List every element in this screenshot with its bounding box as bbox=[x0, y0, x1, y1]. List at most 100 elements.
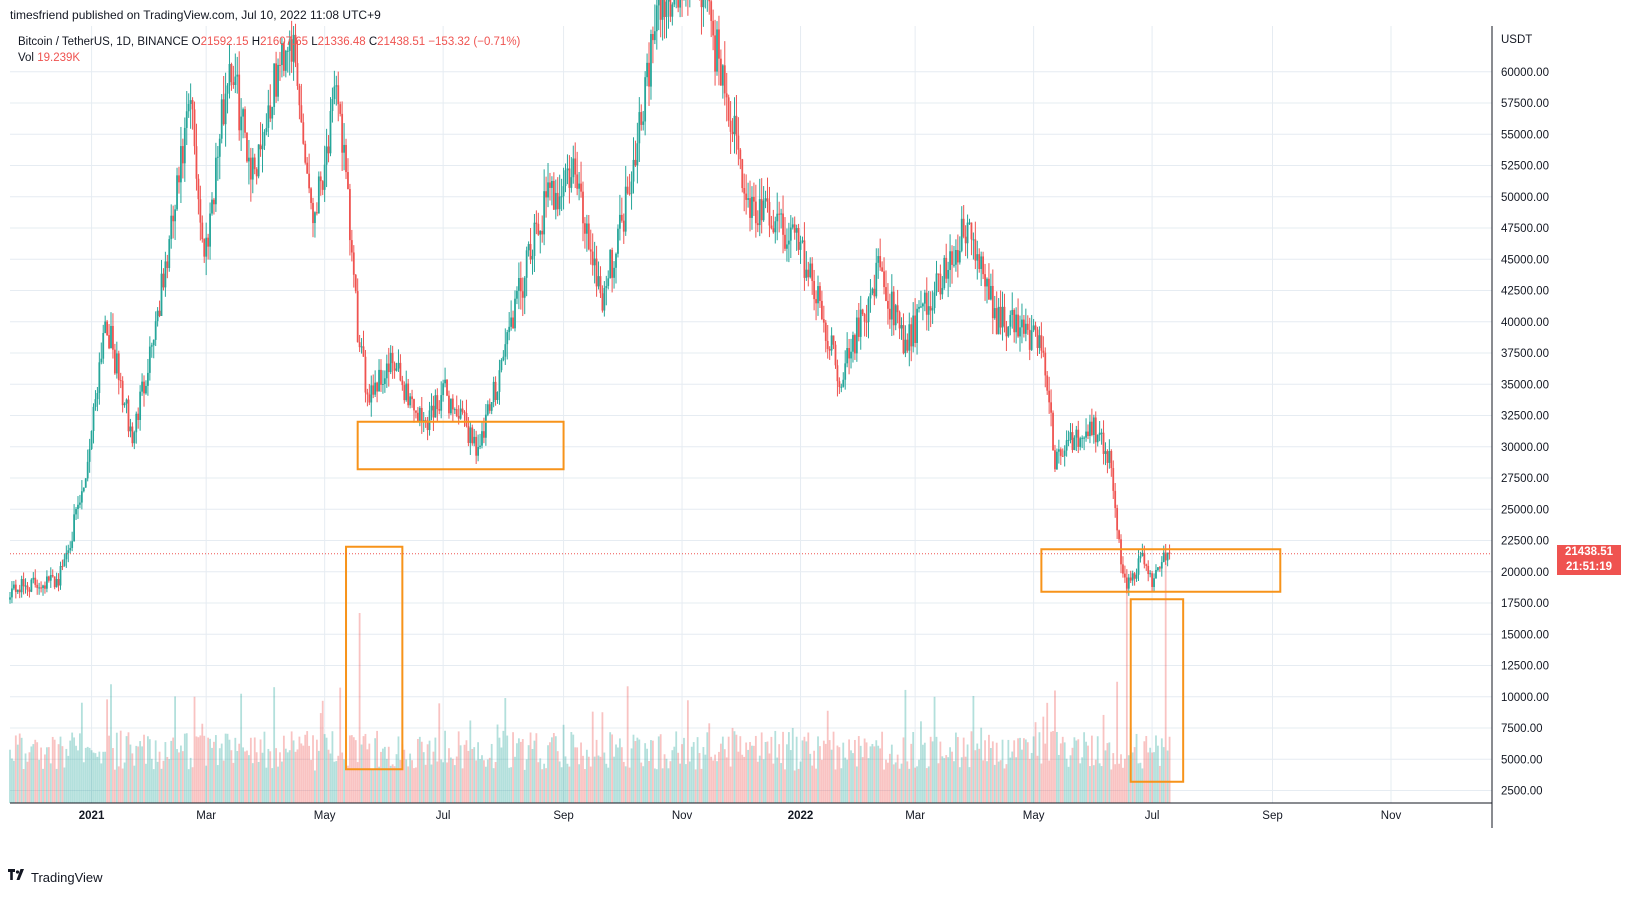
candle-body bbox=[455, 409, 458, 416]
volume-bar bbox=[345, 755, 347, 803]
volume-bar bbox=[61, 746, 64, 803]
candle-body bbox=[576, 174, 579, 189]
candle-body bbox=[178, 175, 180, 183]
candles bbox=[9, 0, 1171, 604]
volume-bar bbox=[113, 769, 116, 803]
candle-body bbox=[852, 335, 854, 352]
candle-body bbox=[69, 547, 72, 551]
volume-bar bbox=[234, 737, 237, 803]
volume-bar bbox=[1145, 735, 1148, 803]
y-tick-label: 32500.00 bbox=[1501, 411, 1549, 423]
tradingview-logo-icon[interactable] bbox=[8, 869, 26, 885]
volume-bar bbox=[749, 742, 751, 803]
volume-bar bbox=[1087, 745, 1089, 803]
volume-bar bbox=[1133, 747, 1136, 803]
y-tick-label: 35000.00 bbox=[1501, 379, 1549, 391]
volume-bar bbox=[547, 745, 549, 803]
candle-body bbox=[1075, 429, 1078, 438]
volume-bar bbox=[69, 740, 72, 803]
volume-bar bbox=[1166, 750, 1169, 803]
candle-body bbox=[354, 274, 357, 292]
volume-bar bbox=[570, 732, 573, 803]
candle-body bbox=[475, 436, 478, 456]
candle-body bbox=[90, 430, 93, 449]
volume-bar bbox=[867, 758, 870, 803]
candle-body bbox=[867, 298, 870, 323]
volume-bar bbox=[714, 754, 716, 803]
candle-body bbox=[424, 420, 427, 422]
y-tick-label: 2500.00 bbox=[1501, 786, 1543, 798]
candle-body bbox=[189, 100, 192, 104]
volume-bar bbox=[40, 747, 42, 803]
candle-body bbox=[855, 317, 858, 354]
candle-body bbox=[1164, 552, 1167, 561]
candle-body bbox=[632, 159, 635, 182]
volume-bar bbox=[238, 743, 241, 803]
volume-bar bbox=[98, 751, 101, 803]
candle-body bbox=[333, 86, 336, 100]
volume-bar bbox=[1019, 737, 1021, 803]
volume-bars bbox=[9, 562, 1171, 803]
candle-body bbox=[980, 256, 983, 269]
candle-body bbox=[395, 368, 398, 371]
volume-bar bbox=[277, 766, 279, 803]
candle-body bbox=[257, 144, 260, 177]
candle-body bbox=[203, 239, 206, 257]
candle-body bbox=[492, 381, 495, 403]
candle-body bbox=[786, 244, 788, 249]
candle-body bbox=[776, 213, 779, 222]
annotation-volume-spike-may-2021 bbox=[345, 545, 404, 771]
candle-body bbox=[331, 99, 334, 112]
candle-body bbox=[32, 577, 35, 580]
annotation-current-range-2022 bbox=[1040, 548, 1282, 593]
volume-bar bbox=[500, 747, 503, 803]
candle-body bbox=[261, 145, 264, 150]
volume-bar bbox=[125, 736, 128, 803]
candle-body bbox=[147, 372, 149, 386]
volume-bar bbox=[259, 739, 262, 803]
volume-bar bbox=[787, 732, 790, 803]
volume-bar bbox=[725, 757, 728, 803]
volume-bar bbox=[199, 735, 202, 803]
volume-bar bbox=[49, 763, 52, 803]
candle-body bbox=[282, 43, 285, 71]
candle-body bbox=[512, 317, 514, 329]
candle-body bbox=[1106, 451, 1109, 463]
candle-body bbox=[220, 99, 223, 139]
volume-bar bbox=[766, 741, 769, 803]
volume-bar bbox=[650, 740, 652, 803]
candle-body bbox=[1036, 329, 1039, 348]
volume-bar bbox=[824, 743, 827, 803]
volume-bar bbox=[475, 760, 478, 803]
volume-bar bbox=[587, 756, 590, 803]
candle-body bbox=[955, 250, 957, 265]
candle-body bbox=[1013, 309, 1016, 333]
volume-label[interactable]: Vol bbox=[18, 52, 34, 64]
candle-body bbox=[700, 0, 703, 8]
candle-body bbox=[166, 261, 169, 269]
volume-bar bbox=[102, 751, 105, 803]
candle-body bbox=[26, 585, 29, 590]
footer-brand[interactable]: TradingView bbox=[31, 869, 103, 885]
candle-body bbox=[764, 198, 767, 201]
candle-body bbox=[620, 214, 623, 221]
candle-body bbox=[813, 280, 816, 300]
volume-bar bbox=[1143, 741, 1146, 803]
candle-body bbox=[661, 0, 664, 20]
symbol-label[interactable]: Bitcoin / TetherUS, 1D, BINANCE bbox=[18, 36, 189, 48]
x-tick-label: Sep bbox=[1262, 810, 1282, 822]
volume-bar bbox=[164, 742, 167, 803]
volume-bar bbox=[333, 761, 336, 803]
candle-body bbox=[618, 214, 621, 229]
candle-body bbox=[172, 215, 175, 222]
candle-body bbox=[1125, 577, 1128, 589]
volume-bar bbox=[88, 747, 91, 803]
volume-bar bbox=[1063, 742, 1066, 803]
footer: TradingView bbox=[8, 869, 103, 885]
volume-bar bbox=[964, 756, 967, 803]
candle-body bbox=[162, 273, 165, 288]
volume-bar bbox=[729, 766, 732, 803]
candle-body bbox=[533, 222, 536, 256]
